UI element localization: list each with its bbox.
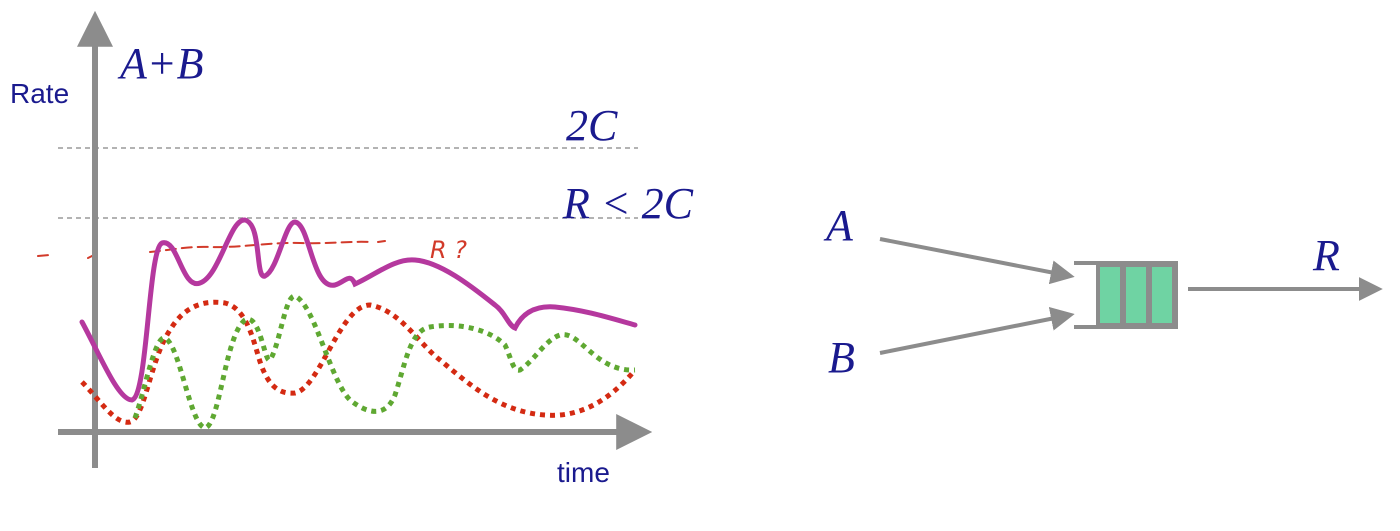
level-2c-label: 2C (566, 101, 618, 150)
input-a-label: A (823, 201, 854, 250)
queue-slot (1122, 263, 1150, 327)
y-axis-label: Rate (10, 78, 69, 109)
queue-diagram: A B R (823, 201, 1383, 382)
sum-label: A+B (117, 39, 203, 88)
scribble-label: R ? (430, 236, 467, 264)
x-axis-label: time (557, 457, 610, 488)
queue-slot (1148, 263, 1176, 327)
green-rate-curve (132, 293, 636, 431)
input-b-arrow (879, 306, 1075, 355)
rate-plot: Rate time A+B 2C R < 2C R ? (10, 10, 694, 488)
queue-slot (1096, 263, 1124, 327)
level-r-label: R < 2C (562, 179, 694, 228)
red-rate-curve (80, 299, 637, 425)
output-r-label: R (1312, 231, 1340, 280)
input-a-arrow (879, 237, 1075, 285)
queue-buffer (1074, 261, 1178, 329)
input-b-label: B (828, 333, 855, 382)
sum-rate-curve (79, 217, 638, 403)
scribble-r-line (37, 240, 386, 259)
